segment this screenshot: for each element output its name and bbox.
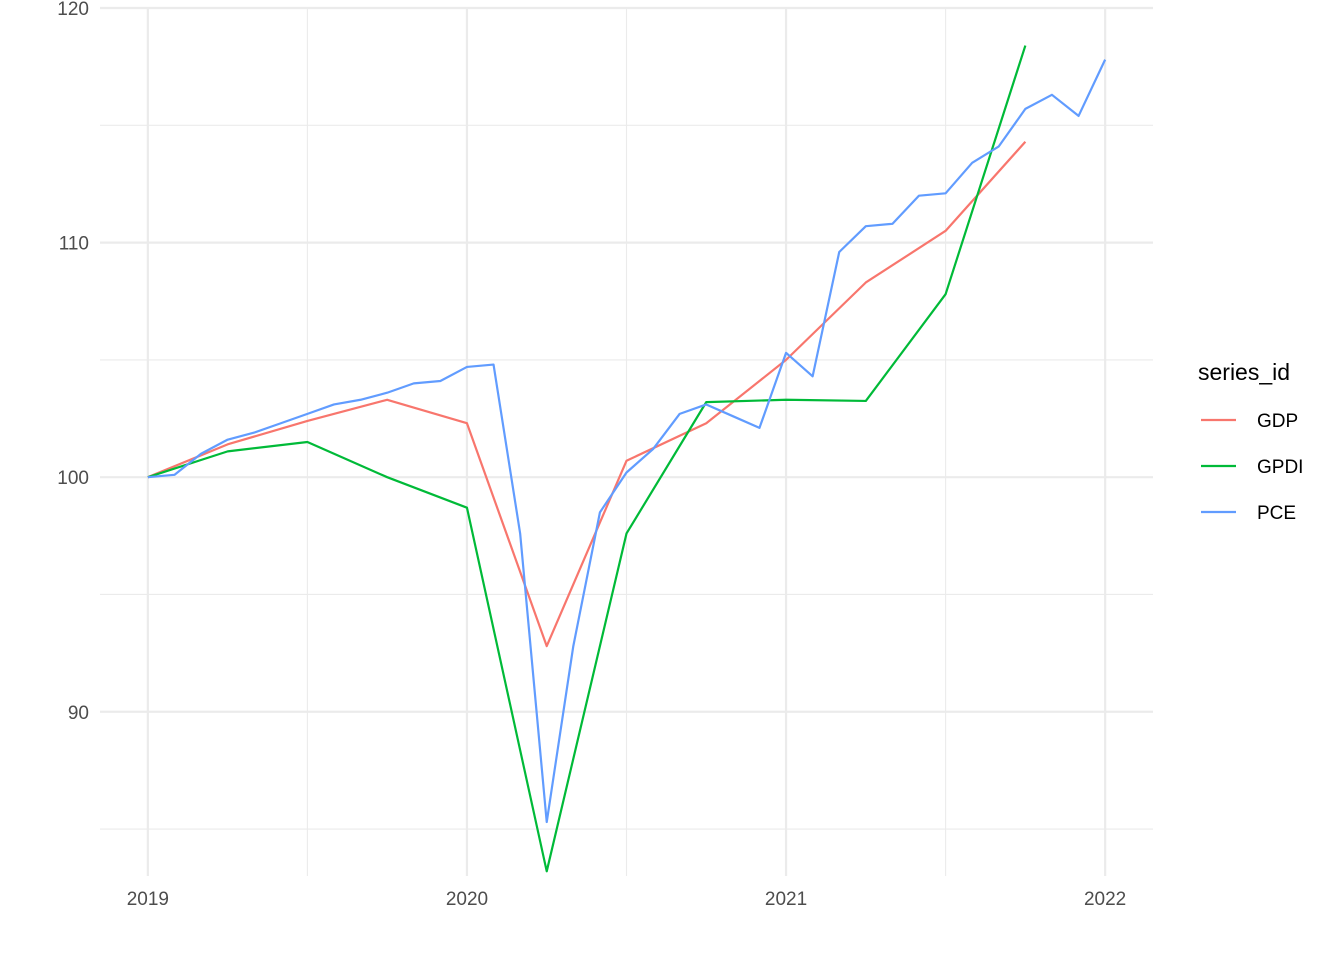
y-tick-label: 120 <box>57 0 89 20</box>
series-lines <box>147 45 1107 873</box>
y-tick-label: 100 <box>57 468 89 489</box>
legend-label-gpdi: GPDI <box>1257 457 1303 478</box>
y-axis-tick-labels: 90 100 110 120 <box>57 0 89 724</box>
y-tick-label: 110 <box>59 234 89 255</box>
x-tick-label: 2022 <box>1084 889 1126 910</box>
series-line-gpdi <box>147 45 1027 873</box>
series-line-gdp <box>147 140 1027 648</box>
legend-label-pce: PCE <box>1257 503 1296 524</box>
series-line-pce <box>147 59 1107 824</box>
legend: series_id GDP GPDI PCE <box>1198 359 1303 524</box>
legend-items: GDP GPDI PCE <box>1201 411 1303 524</box>
y-tick-label: 90 <box>68 703 89 724</box>
x-tick-label: 2019 <box>127 889 169 910</box>
x-axis-tick-labels: 2019 2020 2021 2022 <box>127 889 1127 910</box>
x-tick-label: 2021 <box>765 889 807 910</box>
legend-label-gdp: GDP <box>1257 411 1298 432</box>
major-gridlines <box>100 6 1153 876</box>
x-tick-label: 2020 <box>446 889 488 910</box>
legend-title: series_id <box>1198 359 1290 385</box>
